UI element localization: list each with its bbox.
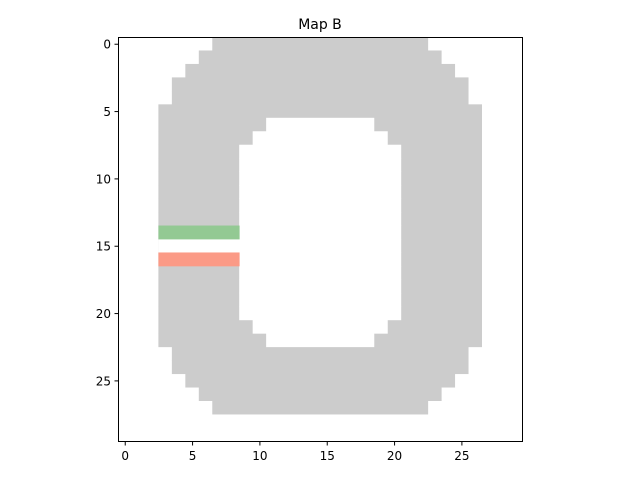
- chart-title: Map B: [298, 17, 342, 33]
- track-row: [212, 37, 429, 51]
- infield-row: [239, 225, 402, 240]
- infield-row: [239, 239, 402, 253]
- finish-line: [158, 252, 240, 267]
- infield-row: [266, 333, 375, 348]
- x-tick-label: 0: [121, 449, 129, 463]
- y-tick-label: 10: [96, 172, 111, 186]
- track-row: [185, 63, 456, 78]
- infield-row: [239, 185, 402, 199]
- infield-row: [239, 198, 402, 213]
- infield-row: [239, 144, 402, 159]
- x-tick-label: 15: [320, 449, 335, 463]
- x-tick-label: 5: [189, 449, 197, 463]
- infield-row: [239, 279, 402, 294]
- plot-frame: [118, 37, 523, 442]
- y-tick-label: 15: [96, 240, 111, 254]
- infield-row: [239, 306, 402, 321]
- gap-row: [158, 239, 240, 253]
- track-row: [171, 77, 469, 92]
- track-row: [198, 387, 442, 401]
- infield-row: [239, 158, 402, 173]
- track-row: [212, 400, 429, 415]
- x-axis-ticks: 0 5 10 15 20 25: [121, 441, 470, 463]
- y-tick-label: 0: [103, 38, 111, 52]
- x-tick-label: 25: [454, 449, 469, 463]
- track-row: [171, 346, 469, 361]
- infield-row: [239, 292, 402, 307]
- infield-row: [252, 319, 388, 334]
- y-axis-ticks: 0 5 10 15 20 25: [96, 38, 119, 388]
- infield-row: [239, 171, 402, 186]
- track-row: [198, 50, 442, 65]
- track-row: [158, 104, 482, 119]
- track-cells: [158, 37, 482, 415]
- track-row: [171, 90, 469, 105]
- infield-row: [239, 265, 402, 280]
- y-tick-label: 5: [103, 105, 111, 119]
- x-tick-label: 20: [387, 449, 402, 463]
- infield-row: [239, 212, 402, 226]
- infield-row: [252, 131, 388, 146]
- infield-row: [266, 117, 375, 132]
- track-row: [171, 360, 469, 375]
- x-tick-label: 10: [252, 449, 267, 463]
- y-tick-label: 20: [96, 307, 111, 321]
- track-row: [185, 373, 456, 388]
- infield-row: [239, 252, 402, 267]
- start-line: [158, 225, 240, 240]
- y-tick-label: 25: [96, 374, 111, 388]
